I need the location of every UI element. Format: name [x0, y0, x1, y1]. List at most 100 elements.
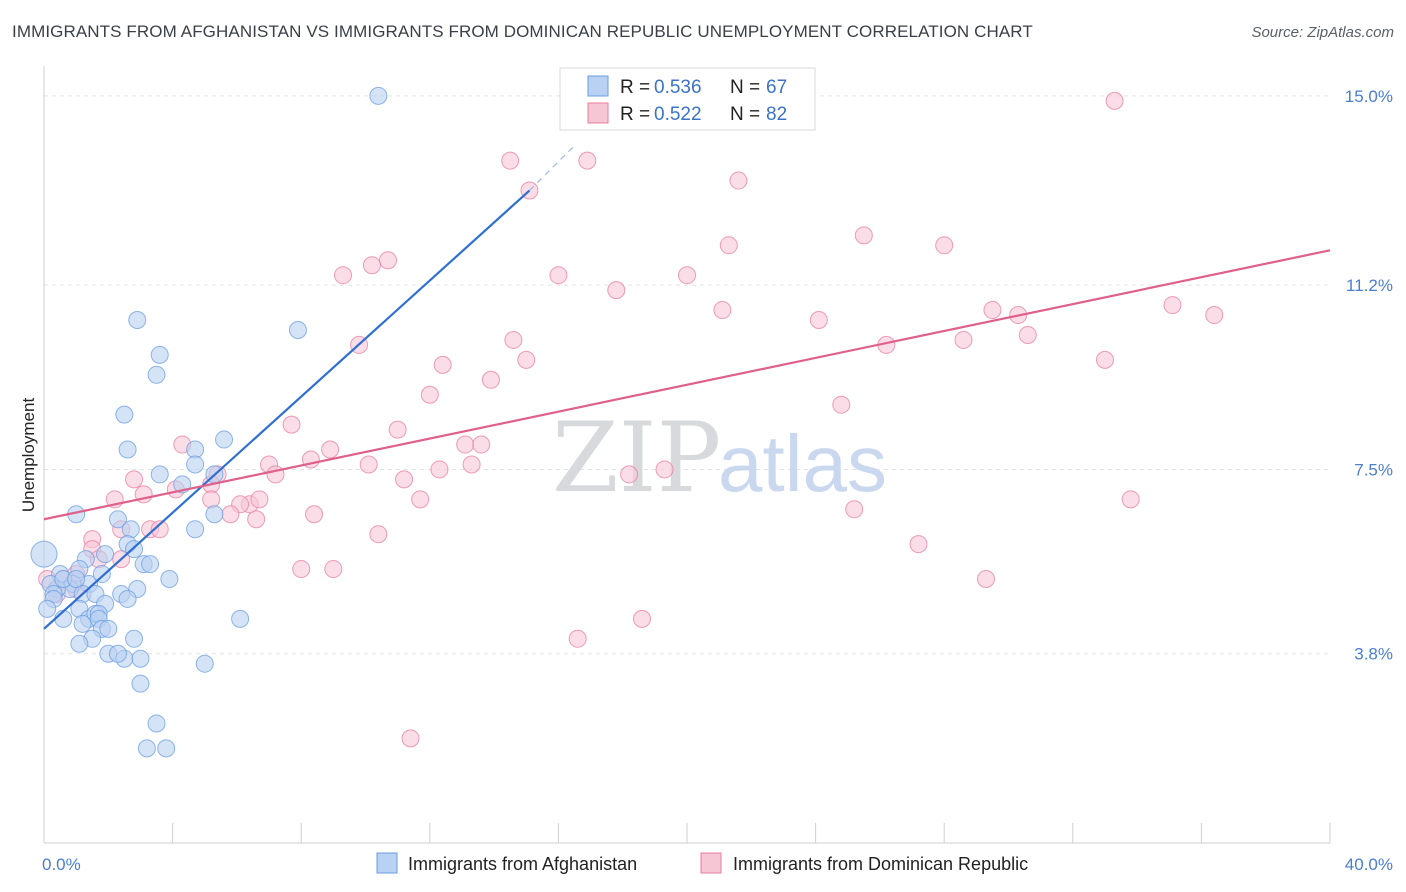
- dominican-point-11: [549, 266, 568, 285]
- legend-r-label-1: R =: [620, 77, 650, 98]
- gridlines: [44, 95, 1330, 655]
- y-tick-label-2: 11.2%: [1346, 276, 1393, 295]
- bottom-legend-swatch-dominican: [700, 852, 722, 874]
- dominican-point-47: [395, 470, 414, 489]
- afghanistan-point-54: [70, 634, 89, 653]
- dominican-point-60: [221, 505, 240, 524]
- afghanistan-point-21: [96, 545, 115, 564]
- dominican-point-55: [250, 490, 269, 509]
- afghanistan-point-57: [108, 644, 127, 663]
- dominican-point-29: [420, 385, 439, 404]
- dominican-point-7: [935, 236, 954, 255]
- legend-r-value-1: 0.536: [654, 77, 702, 98]
- y-tick-label-3: 15.0%: [1345, 87, 1393, 106]
- dominican-point-63: [150, 520, 169, 539]
- afghanistan-point-2: [288, 320, 307, 339]
- afghanistan-point-19: [30, 540, 58, 568]
- afghanistan-point-61: [147, 714, 166, 733]
- dominican-point-18: [1163, 296, 1182, 315]
- dominican-point-15: [809, 311, 828, 330]
- dominican-point-19: [1205, 306, 1224, 325]
- dominican-point-53: [411, 490, 430, 509]
- legend-r-label-2: R =: [620, 104, 650, 125]
- dominican-point-14: [713, 301, 732, 320]
- dominican-point-9: [362, 256, 381, 275]
- dominican-point-30: [832, 395, 851, 414]
- bottom-legend-swatch-afghanistan: [376, 852, 398, 874]
- dominican-point-6: [719, 236, 738, 255]
- dominican-point-10: [333, 266, 352, 285]
- afghanistan-point-40: [118, 589, 137, 608]
- chart-title: IMMIGRANTS FROM AFGHANISTAN VS IMMIGRANT…: [12, 22, 1033, 41]
- afghanistan-point-60: [131, 674, 150, 693]
- legend-r-value-2: 0.522: [654, 104, 702, 125]
- afghanistan-point-1: [128, 311, 147, 330]
- afghanistan-point-66: [67, 570, 86, 589]
- tick-labels: 3.8% 7.5% 11.2% 15.0% 0.0% 40.0%: [42, 87, 1393, 874]
- dominican-point-59: [305, 505, 324, 524]
- trend-lines: [43, 145, 1331, 630]
- afghanistan-point-50: [231, 609, 250, 628]
- dominican-point-2: [578, 151, 597, 170]
- dominican-point-80: [401, 729, 420, 748]
- dominican-point-72: [324, 560, 343, 579]
- afghanistan-point-6: [215, 430, 234, 449]
- watermark-zip: ZIP: [552, 402, 721, 514]
- dominican-point-61: [247, 510, 266, 529]
- afghanistan-point-15: [205, 505, 224, 524]
- afghanistan-point-53: [125, 629, 144, 648]
- afghanistan-point-30: [160, 570, 179, 589]
- afghanistan-point-62: [137, 739, 156, 758]
- dominican-trend-line: [43, 249, 1331, 521]
- afghanistan-point-46: [54, 609, 73, 628]
- afghanistan-point-5: [115, 405, 134, 424]
- dominican-point-26: [517, 350, 536, 369]
- legend-swatch-afghanistan: [587, 75, 609, 97]
- dominican-point-64: [369, 525, 388, 544]
- afghanistan-point-0: [369, 86, 388, 105]
- y-tick-label-1: 7.5%: [1354, 460, 1393, 479]
- dominican-point-5: [854, 226, 873, 245]
- dominican-point-0: [1105, 91, 1124, 110]
- dominican-point-3: [729, 171, 748, 190]
- series-dominican-points: [38, 91, 1224, 748]
- dominican-point-41: [430, 460, 449, 479]
- legend-n-label-1: N =: [730, 77, 760, 98]
- afghanistan-point-16: [121, 520, 140, 539]
- dominican-point-1: [501, 151, 520, 170]
- dominican-point-22: [1018, 325, 1037, 344]
- afghanistan-point-24: [141, 555, 160, 574]
- dominican-point-13: [607, 281, 626, 300]
- dominican-point-23: [954, 330, 973, 349]
- afghanistan-point-58: [131, 649, 150, 668]
- dominican-point-28: [481, 370, 500, 389]
- legend-n-label-2: N =: [730, 104, 760, 125]
- afghanistan-point-14: [108, 510, 127, 529]
- afghanistan-point-10: [186, 455, 205, 474]
- dominican-point-46: [125, 470, 144, 489]
- afghanistan-trend-extension: [529, 145, 575, 191]
- dominican-point-57: [1121, 490, 1140, 509]
- afghanistan-point-59: [195, 654, 214, 673]
- dominican-point-79: [568, 629, 587, 648]
- x-tick-label-1: 40.0%: [1345, 855, 1393, 874]
- dominican-point-78: [632, 609, 651, 628]
- dominican-point-35: [472, 435, 491, 454]
- dominican-point-67: [909, 535, 928, 554]
- series-afghanistan-points: [30, 86, 388, 758]
- dominican-point-58: [845, 500, 864, 519]
- dominican-point-21: [504, 330, 523, 349]
- dominican-point-25: [433, 355, 452, 374]
- dominican-point-34: [456, 435, 475, 454]
- dominican-point-32: [388, 420, 407, 439]
- dominican-point-12: [678, 266, 696, 285]
- dominican-point-40: [462, 455, 481, 474]
- dominican-point-31: [282, 415, 301, 434]
- bottom-legend-label-dominican: Immigrants from Dominican Republic: [733, 854, 1028, 874]
- y-tick-label-0: 3.8%: [1354, 645, 1393, 664]
- y-axis-label: Unemployment: [19, 398, 38, 513]
- legend-swatch-dominican: [587, 102, 609, 124]
- afghanistan-point-63: [157, 739, 176, 758]
- afghanistan-trend-line: [43, 189, 531, 630]
